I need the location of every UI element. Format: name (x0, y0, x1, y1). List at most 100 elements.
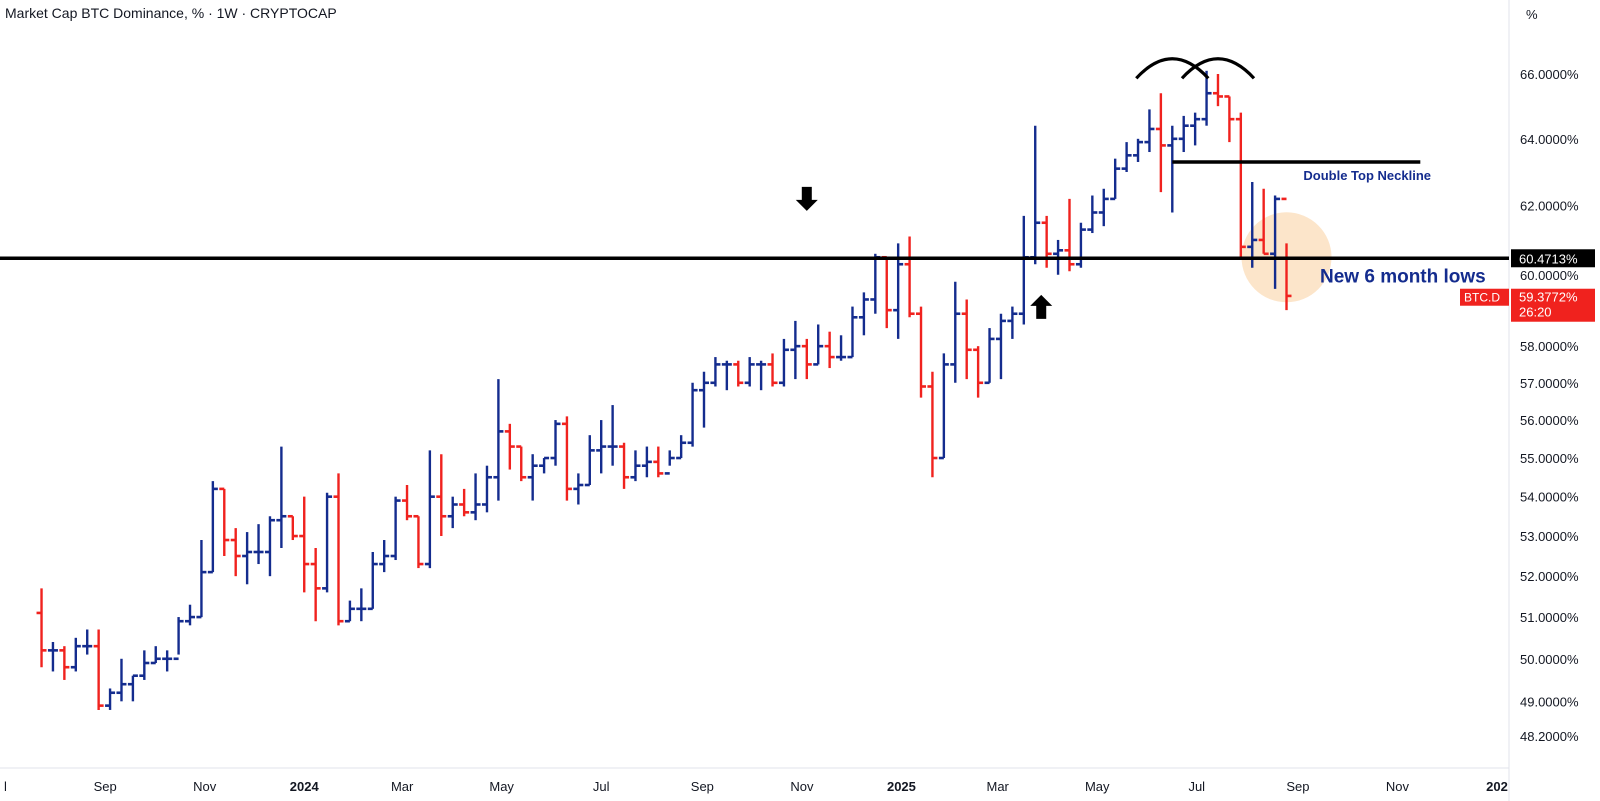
y-tick-label: 50.0000% (1520, 652, 1579, 667)
arrow-up-icon (1030, 294, 1053, 319)
ohlc-bar (402, 485, 413, 521)
price-tag-bg (1511, 288, 1595, 322)
price-axis[interactable]: 66.0000% 64.0000% 62.0000% 60.0000% 58.0000%… (1520, 67, 1579, 744)
y-tick-label: 57.0000% (1520, 376, 1579, 391)
y-tick-label: 62.0000% (1520, 199, 1579, 214)
ohlc-bar (436, 454, 447, 537)
x-tick-label: Sep (1286, 779, 1309, 794)
ohlc-bar (242, 532, 253, 585)
ohlc-bar (470, 473, 481, 521)
y-tick-label: 58.0000% (1520, 339, 1579, 354)
ohlc-bar (1212, 74, 1223, 107)
ohlc-bar (573, 473, 584, 505)
ohlc-bar (504, 423, 515, 470)
ohlc-bar (333, 473, 344, 626)
ohlc-bar (253, 524, 264, 565)
ohlc-bar (1144, 109, 1155, 153)
x-tick-label: May (489, 779, 514, 794)
ohlc-bar (481, 465, 492, 513)
x-tick-label: 2025 (887, 779, 916, 794)
y-tick-label: 66.0000% (1520, 67, 1579, 82)
ohlc-bar (82, 629, 93, 655)
y-tick-label: 48.2000% (1520, 729, 1579, 744)
ohlc-bar (493, 379, 504, 501)
ohlc-bar (870, 253, 881, 314)
y-tick-label: 53.0000% (1520, 529, 1579, 544)
ohlc-bar (1224, 95, 1235, 143)
ohlc-bar (1270, 195, 1281, 289)
ohlc-bar (1235, 112, 1246, 258)
y-tick-label: 54.0000% (1520, 490, 1579, 505)
ohlc-bar (984, 328, 995, 385)
ohlc-bar (756, 360, 767, 391)
ohlc-bar (390, 496, 401, 561)
ohlc-bar (539, 456, 550, 474)
y-tick-label: 51.0000% (1520, 610, 1579, 625)
ohlc-bar (744, 357, 755, 387)
ohlc-bar (767, 353, 778, 387)
x-tick-label: Jul (593, 779, 610, 794)
ohlc-bar (710, 357, 721, 387)
ohlc-bar (287, 514, 298, 541)
ohlc-bar (721, 360, 732, 391)
ohlc-bar (630, 450, 641, 482)
x-tick-label: Nov (193, 779, 217, 794)
time-axis[interactable]: l Sep Nov 2024 Mar May Jul Sep Nov 2025 Mar May Jul S… (4, 779, 1508, 794)
ohlc-bar (733, 360, 744, 387)
ohlc-bar (196, 540, 207, 619)
ohlc-bar (447, 496, 458, 529)
ohlc-bar (813, 324, 824, 366)
unit-label[interactable]: % (1526, 7, 1538, 22)
x-tick-label: Mar (987, 779, 1010, 794)
ohlc-bar (561, 416, 572, 501)
arrow-down-icon (795, 186, 818, 211)
x-tick-label: Sep (691, 779, 714, 794)
price-tag-value: 59.3772% (1519, 290, 1578, 305)
ohlc-bar (664, 450, 675, 475)
ohlc-bar (973, 346, 984, 398)
ohlc-bar (1007, 306, 1018, 339)
ohlc-bar (1155, 93, 1166, 193)
ohlc-bar (676, 435, 687, 460)
ohlc-bar (858, 292, 869, 336)
ohlc-bars-layer (36, 70, 1292, 710)
ohlc-bar (619, 442, 630, 489)
ohlc-bar (356, 588, 367, 622)
price-tag-countdown: 26:20 (1519, 305, 1552, 320)
ohlc-bar (424, 450, 435, 569)
ohlc-bar (116, 658, 127, 702)
ohlc-bar (927, 371, 938, 478)
price-tags-layer: 60.4713% BTC.D 59.3772%26:20 (1460, 249, 1595, 322)
support-level-tag: 60.4713% (1511, 249, 1595, 268)
x-tick-label: Nov (1386, 779, 1410, 794)
ohlc-bar (162, 650, 173, 672)
ohlc-bar (1098, 188, 1109, 227)
ohlc-bar (653, 446, 664, 478)
ohlc-bar (1018, 215, 1029, 325)
ohlc-bar (1133, 138, 1144, 162)
ohlc-bar (185, 604, 196, 626)
double-top-arc (1180, 57, 1256, 80)
x-tick-label: Mar (391, 779, 414, 794)
ohlc-bar (687, 382, 698, 447)
support-tag-text: 60.4713% (1519, 251, 1578, 266)
ohlc-bar (1030, 125, 1041, 265)
ohlc-bar (516, 445, 527, 482)
y-tick-label: 64.0000% (1520, 132, 1579, 147)
ohlc-bar (36, 588, 47, 668)
ohlc-bar (322, 492, 333, 593)
ohlc-bar (150, 646, 161, 665)
annotation-layer: Double Top Neckline New 6 month lows (0, 57, 1509, 319)
ohlc-bar (70, 637, 81, 672)
x-tick-label: Nov (790, 779, 814, 794)
ohlc-bar (59, 646, 70, 680)
ohlc-bar (1167, 125, 1178, 213)
current-price-tag: BTC.D 59.3772%26:20 (1460, 288, 1595, 322)
y-tick-label: 56.0000% (1520, 413, 1579, 428)
x-tick-label: 2024 (290, 779, 320, 794)
ohlc-bar (596, 420, 607, 474)
ohlc-bar (607, 405, 618, 466)
ohlc-bar (881, 255, 892, 329)
ohlc-bar (916, 306, 927, 398)
